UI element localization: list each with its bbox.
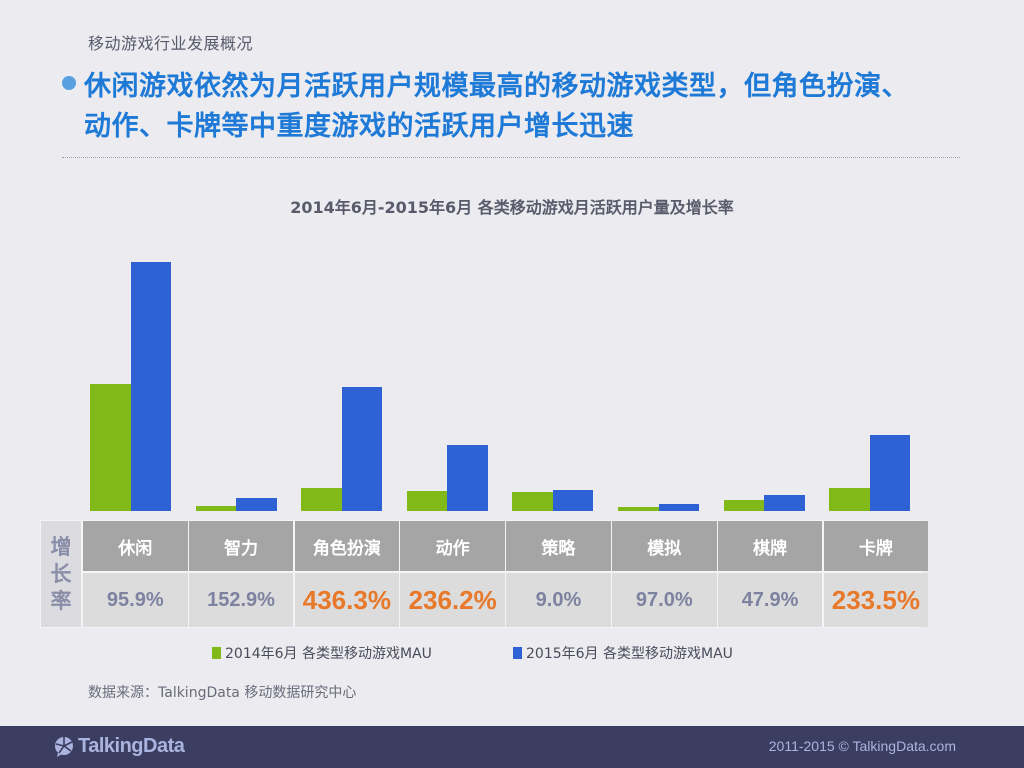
chart-legend: 2014年6月 各类型移动游戏MAU 2015年6月 各类型移动游戏MAU xyxy=(0,643,1024,663)
row-header-char: 增 xyxy=(50,534,72,559)
growth-rate-cell: 97.0% xyxy=(612,573,717,627)
headline-line-1: 休闲游戏依然为月活跃用户规模最高的移动游戏类型，但角色扮演、 xyxy=(84,71,909,102)
category-header-cell: 卡牌 xyxy=(823,521,929,571)
bar-2014 xyxy=(195,506,237,511)
footer-copyright: 2011-2015 © TalkingData.com xyxy=(768,738,956,754)
growth-rate-row-header: 增 长 率 xyxy=(41,521,81,627)
bar-2014 xyxy=(723,500,765,511)
category-header-cell: 动作 xyxy=(400,521,505,571)
category-header-cell: 模拟 xyxy=(612,521,717,571)
growth-rate-cell: 233.5% xyxy=(823,573,929,627)
category-header-cell: 棋牌 xyxy=(717,521,823,571)
talkingdata-logo: TalkingData xyxy=(54,735,185,758)
legend-label: 2015年6月 各类型移动游戏MAU xyxy=(526,646,733,662)
growth-rate-cell: 47.9% xyxy=(717,573,823,627)
bar-2014 xyxy=(618,507,659,511)
bullet-dot-icon xyxy=(62,76,76,90)
footer-bar: TalkingData 2011-2015 © TalkingData.com xyxy=(0,726,1024,768)
row-header-char: 长 xyxy=(50,561,72,586)
bar-2014 xyxy=(829,488,870,511)
bar-2014 xyxy=(512,492,553,511)
growth-rate-cell: 152.9% xyxy=(188,573,294,627)
data-source: 数据来源：TalkingData 移动数据研究中心 xyxy=(88,685,357,701)
category-header-cell: 角色扮演 xyxy=(294,521,400,571)
category-header-cell: 休闲 xyxy=(83,521,188,571)
growth-rate-cell: 236.2% xyxy=(400,573,505,627)
bar-2015 xyxy=(552,490,594,511)
legend-label: 2014年6月 各类型移动游戏MAU xyxy=(225,646,432,662)
logo-text: TalkingData xyxy=(78,735,185,757)
growth-rate-cell: 436.3% xyxy=(294,573,400,627)
headline-line-2: 动作、卡牌等中重度游戏的活跃用户增长迅速 xyxy=(84,111,634,142)
growth-rate-cell: 95.9% xyxy=(83,573,188,627)
row-header-char: 率 xyxy=(50,588,72,613)
legend-swatch-blue xyxy=(513,647,522,659)
bar-2014 xyxy=(301,488,342,511)
bar-chart-plot xyxy=(0,240,1024,512)
growth-rate-cell: 9.0% xyxy=(506,573,611,627)
bar-2015 xyxy=(764,495,805,511)
chart-title: 2014年6月-2015年6月 各类移动游戏月活跃用户量及增长率 xyxy=(290,198,734,217)
category-header-cell: 策略 xyxy=(506,521,611,571)
legend-item-2014: 2014年6月 各类型移动游戏MAU xyxy=(212,643,432,663)
bar-2015 xyxy=(130,262,171,511)
dotted-divider xyxy=(62,157,960,158)
bar-2015 xyxy=(447,445,488,511)
bar-2015 xyxy=(869,435,911,511)
bar-2015 xyxy=(658,504,699,511)
legend-swatch-green xyxy=(212,647,221,659)
bar-2015 xyxy=(236,498,277,511)
legend-item-2015: 2015年6月 各类型移动游戏MAU xyxy=(513,643,733,663)
section-label: 移动游戏行业发展概况 xyxy=(88,34,254,53)
bar-2014 xyxy=(90,384,131,511)
growth-rate-table: 增 长 率 休闲 95.9% 智力 152.9% 角色扮演 436.3% 动作 236.2% 策… xyxy=(40,520,929,628)
talkingdata-logo-icon xyxy=(55,736,73,757)
category-header-cell: 智力 xyxy=(188,521,294,571)
bar-2015 xyxy=(341,387,383,511)
bar-2014 xyxy=(406,491,448,511)
